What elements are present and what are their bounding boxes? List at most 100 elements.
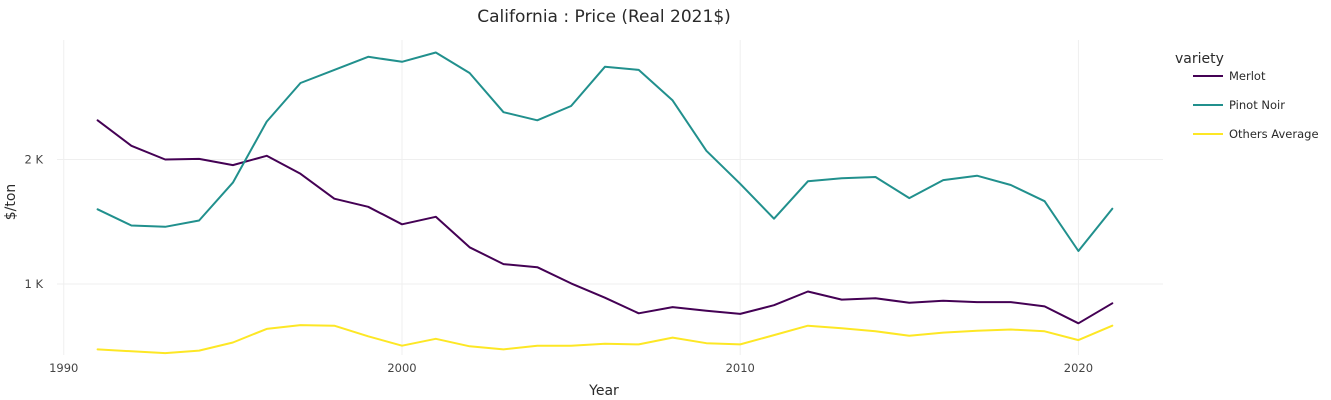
legend-item-pinot-noir[interactable]: Pinot Noir (1193, 98, 1285, 112)
data-point-pinot-noir (95, 206, 101, 212)
data-point-others-average (703, 340, 709, 346)
data-point-others-average (974, 328, 980, 334)
chart-title: California : Price (Real 2021$) (477, 7, 731, 27)
axis-ticks: 1990 2000 2010 2020 1 K 2 K (24, 153, 1093, 375)
data-point-merlot (162, 157, 168, 163)
data-point-others-average (501, 346, 507, 352)
data-point-pinot-noir (1042, 198, 1048, 204)
x-tick-label: 2010 (726, 361, 755, 375)
data-point-pinot-noir (568, 103, 574, 109)
data-point-others-average (298, 322, 304, 328)
data-point-pinot-noir (501, 109, 507, 115)
data-point-merlot (636, 310, 642, 316)
data-point-pinot-noir (433, 50, 439, 56)
data-point-others-average (534, 343, 540, 349)
data-point-others-average (568, 343, 574, 349)
data-point-pinot-noir (467, 70, 473, 76)
data-point-merlot (906, 300, 912, 306)
data-point-merlot (196, 156, 202, 162)
data-point-pinot-noir (737, 181, 743, 187)
data-point-merlot (467, 244, 473, 250)
data-point-pinot-noir (399, 59, 405, 65)
data-point-pinot-noir (298, 80, 304, 86)
x-tick-label: 2020 (1064, 361, 1093, 375)
x-axis-title: Year (588, 383, 619, 399)
y-tick-label: 1 K (24, 277, 43, 291)
data-point-pinot-noir (805, 178, 811, 184)
data-point-pinot-noir (331, 67, 337, 73)
x-tick-label: 2000 (387, 361, 416, 375)
data-point-others-average (1109, 323, 1115, 329)
data-point-merlot (433, 214, 439, 220)
legend-title: variety (1175, 51, 1224, 67)
data-point-merlot (365, 204, 371, 210)
data-point-pinot-noir (873, 174, 879, 180)
data-point-merlot (298, 171, 304, 177)
data-point-pinot-noir (670, 97, 676, 103)
data-point-pinot-noir (264, 119, 270, 125)
data-point-pinot-noir (940, 177, 946, 183)
y-axis-title: $/ton (3, 184, 19, 221)
data-point-others-average (670, 335, 676, 341)
data-point-others-average (128, 348, 134, 354)
y-tick-label: 2 K (24, 153, 43, 167)
data-point-merlot (839, 297, 845, 303)
data-point-others-average (162, 350, 168, 356)
data-point-others-average (1075, 337, 1081, 343)
data-point-pinot-noir (365, 54, 371, 60)
data-point-others-average (771, 332, 777, 338)
data-point-others-average (196, 348, 202, 354)
data-point-others-average (264, 326, 270, 332)
data-point-merlot (703, 308, 709, 314)
data-point-merlot (264, 153, 270, 159)
series-lines (95, 50, 1115, 356)
legend-item-merlot[interactable]: Merlot (1193, 69, 1266, 83)
data-point-merlot (1008, 299, 1014, 305)
data-point-pinot-noir (602, 64, 608, 70)
data-point-merlot (805, 289, 811, 295)
data-point-pinot-noir (839, 175, 845, 181)
data-point-pinot-noir (906, 195, 912, 201)
data-point-merlot (940, 298, 946, 304)
data-point-pinot-noir (1075, 248, 1081, 254)
data-point-merlot (230, 162, 236, 168)
data-point-merlot (974, 299, 980, 305)
data-point-others-average (839, 325, 845, 331)
data-point-others-average (906, 333, 912, 339)
data-point-merlot (568, 280, 574, 286)
data-point-merlot (1109, 300, 1115, 306)
data-point-others-average (365, 333, 371, 339)
x-tick-label: 1990 (49, 361, 78, 375)
data-point-merlot (771, 302, 777, 308)
data-point-pinot-noir (1008, 182, 1014, 188)
data-point-merlot (399, 221, 405, 227)
series-line-pinot-noir (96, 51, 1114, 252)
data-point-pinot-noir (162, 224, 168, 230)
data-point-others-average (1042, 328, 1048, 334)
data-point-others-average (433, 336, 439, 342)
data-point-merlot (873, 295, 879, 301)
data-point-pinot-noir (771, 216, 777, 222)
data-point-others-average (230, 340, 236, 346)
data-point-merlot (501, 261, 507, 267)
data-point-merlot (737, 311, 743, 317)
data-point-merlot (1075, 320, 1081, 326)
legend-label-others-average: Others Average (1229, 127, 1319, 141)
data-point-merlot (670, 304, 676, 310)
legend-item-others-average[interactable]: Others Average (1193, 127, 1319, 141)
data-point-others-average (737, 341, 743, 347)
data-point-pinot-noir (974, 173, 980, 179)
series-line-others-average (96, 324, 1114, 355)
data-point-others-average (602, 341, 608, 347)
grid (57, 40, 1163, 355)
data-point-merlot (95, 117, 101, 123)
data-point-pinot-noir (1109, 206, 1115, 212)
data-point-others-average (95, 346, 101, 352)
legend-label-pinot-noir: Pinot Noir (1229, 98, 1285, 112)
data-point-merlot (331, 196, 337, 202)
data-point-pinot-noir (703, 148, 709, 154)
data-point-others-average (1008, 327, 1014, 333)
data-point-merlot (602, 295, 608, 301)
data-point-others-average (805, 323, 811, 329)
